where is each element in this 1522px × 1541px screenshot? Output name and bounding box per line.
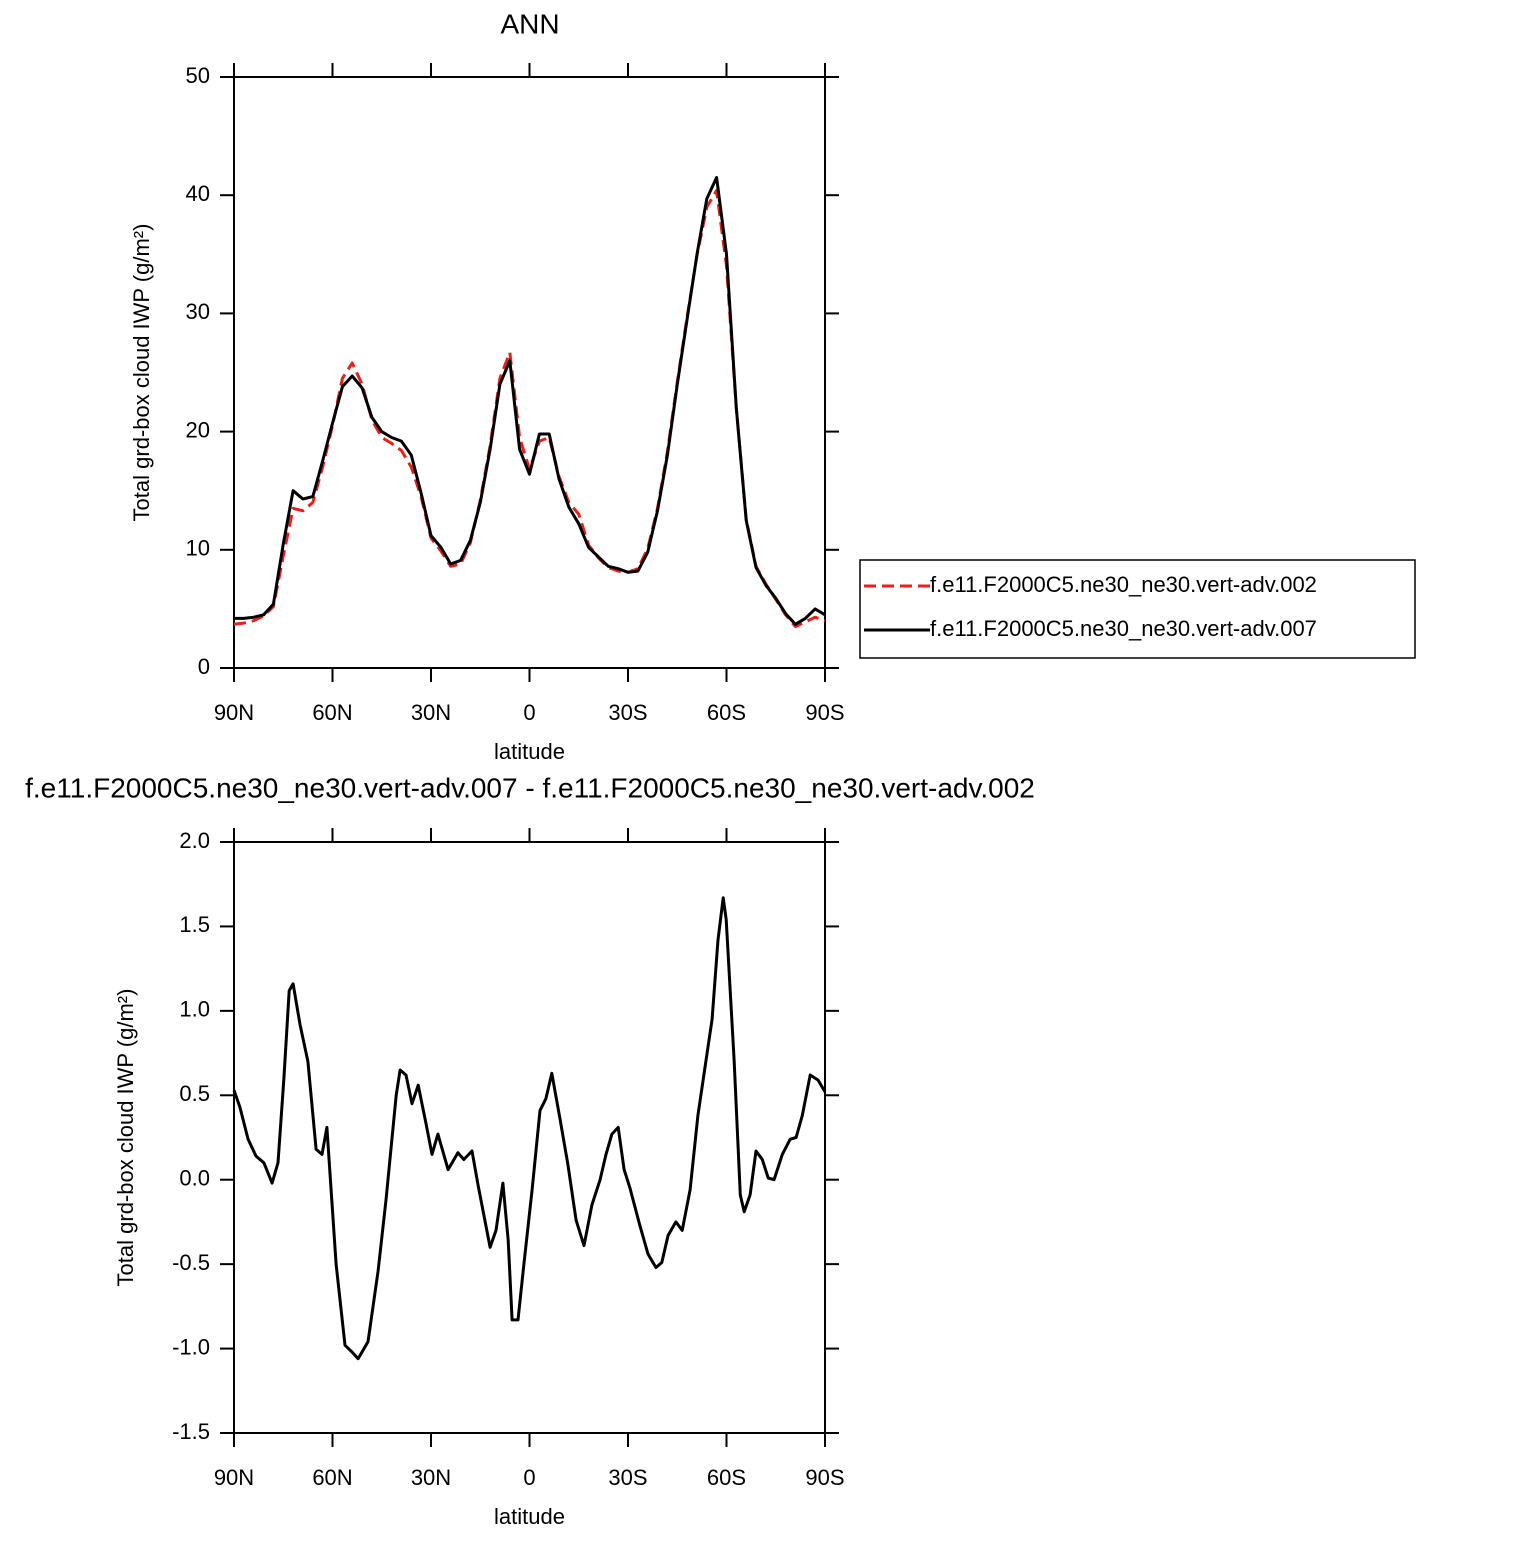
x-tick-label: 60N bbox=[312, 1465, 352, 1490]
x-tick-label: 60S bbox=[707, 1465, 746, 1490]
x-axis-label: latitude bbox=[494, 739, 565, 764]
legend-label: f.e11.F2000C5.ne30_ne30.vert-adv.007 bbox=[930, 616, 1317, 641]
x-tick-label: 30N bbox=[411, 700, 451, 725]
x-axis-label: latitude bbox=[494, 1504, 565, 1529]
chart-title: ANN bbox=[500, 8, 559, 39]
y-tick-label: 40 bbox=[186, 181, 210, 206]
y-tick-label: 10 bbox=[186, 536, 210, 561]
legend-label: f.e11.F2000C5.ne30_ne30.vert-adv.002 bbox=[930, 572, 1317, 597]
series-line bbox=[232, 896, 827, 1361]
y-tick-label: -1.5 bbox=[172, 1419, 210, 1444]
x-tick-label: 90N bbox=[214, 700, 254, 725]
x-tick-label: 30S bbox=[608, 700, 647, 725]
series-line bbox=[234, 176, 826, 626]
x-tick-label: 0 bbox=[523, 700, 535, 725]
legend-box bbox=[859, 559, 1416, 659]
x-tick-label: 30S bbox=[608, 1465, 647, 1490]
y-tick-label: -0.5 bbox=[172, 1250, 210, 1275]
y-tick-label: 1.5 bbox=[179, 912, 210, 937]
y-axis-label: Total grd-box cloud IWP (g/m²) bbox=[113, 989, 138, 1287]
x-tick-label: 60N bbox=[312, 700, 352, 725]
plot-frame bbox=[233, 841, 826, 1434]
chart-title: f.e11.F2000C5.ne30_ne30.vert-adv.007 - f… bbox=[25, 772, 1035, 803]
y-tick-label: 0.0 bbox=[179, 1166, 210, 1191]
y-tick-label: 0.5 bbox=[179, 1081, 210, 1106]
y-axis-label: Total grd-box cloud IWP (g/m²) bbox=[129, 224, 154, 522]
y-tick-label: -1.0 bbox=[172, 1334, 210, 1359]
y-tick-label: 50 bbox=[186, 63, 210, 88]
y-tick-label: 20 bbox=[186, 417, 210, 442]
x-tick-label: 90N bbox=[214, 1465, 254, 1490]
y-tick-label: 1.0 bbox=[179, 997, 210, 1022]
x-tick-label: 90S bbox=[805, 700, 844, 725]
y-tick-label: 30 bbox=[186, 299, 210, 324]
x-tick-label: 60S bbox=[707, 700, 746, 725]
y-tick-label: 0 bbox=[198, 654, 210, 679]
y-tick-label: 2.0 bbox=[179, 828, 210, 853]
x-tick-label: 30N bbox=[411, 1465, 451, 1490]
x-tick-label: 0 bbox=[523, 1465, 535, 1490]
plot-frame bbox=[233, 76, 826, 669]
x-tick-label: 90S bbox=[805, 1465, 844, 1490]
